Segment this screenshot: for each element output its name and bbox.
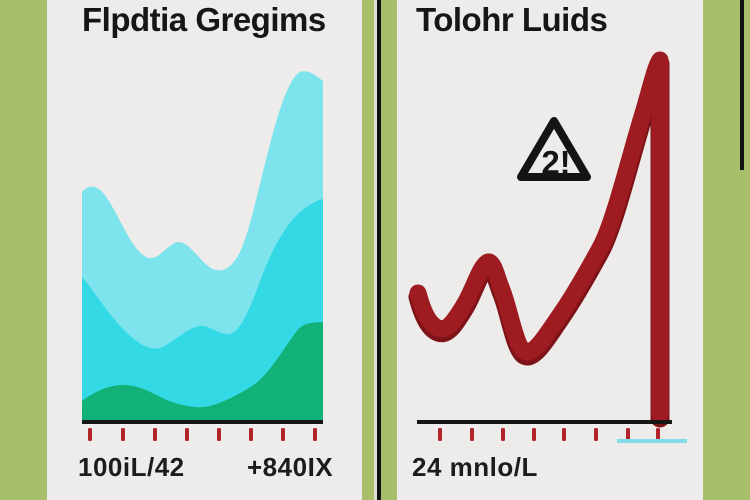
red-line xyxy=(409,51,669,423)
left-tick-marks xyxy=(88,428,317,441)
left-frame-strip xyxy=(0,0,47,500)
right-tick-marks xyxy=(438,428,660,441)
axis-tick xyxy=(249,428,253,441)
axis-tick xyxy=(438,428,442,441)
area-layer-middle xyxy=(82,199,323,423)
axis-tick xyxy=(562,428,566,441)
left-footer-secondary-value: +840IX xyxy=(247,452,334,482)
axis-tick xyxy=(185,428,189,441)
left-footer-value: 100iL/42 xyxy=(78,452,185,482)
cyan-underline xyxy=(617,439,687,443)
right-x-axis xyxy=(417,420,672,424)
axis-tick xyxy=(501,428,505,441)
right-footer-value: 24 mnlo/L xyxy=(412,452,538,482)
left-panel-title: Flpdtia Gregims xyxy=(82,1,326,38)
right-panel-title: Tolohr Luids xyxy=(416,1,608,38)
axis-tick xyxy=(281,428,285,441)
axis-tick xyxy=(88,428,92,441)
center-divider-seam xyxy=(374,0,377,500)
axis-tick xyxy=(217,428,221,441)
axis-tick xyxy=(313,428,317,441)
center-divider-line xyxy=(377,0,381,500)
area-layer-front xyxy=(82,322,323,423)
axis-tick xyxy=(470,428,474,441)
axis-tick xyxy=(121,428,125,441)
axis-tick xyxy=(532,428,536,441)
left-x-axis xyxy=(82,420,323,424)
warning-triangle-outline xyxy=(517,117,591,181)
axis-tick xyxy=(594,428,598,441)
axis-tick xyxy=(626,428,630,441)
stacked-area-chart xyxy=(82,71,323,441)
axis-tick xyxy=(153,428,157,441)
warning-label: 2! xyxy=(541,144,570,181)
warning-triangle-icon: 2! xyxy=(517,117,591,181)
right-edge-line xyxy=(740,0,744,170)
axis-tick xyxy=(656,428,660,441)
red-line-chart xyxy=(408,51,687,443)
red-line-shadow xyxy=(408,54,670,428)
